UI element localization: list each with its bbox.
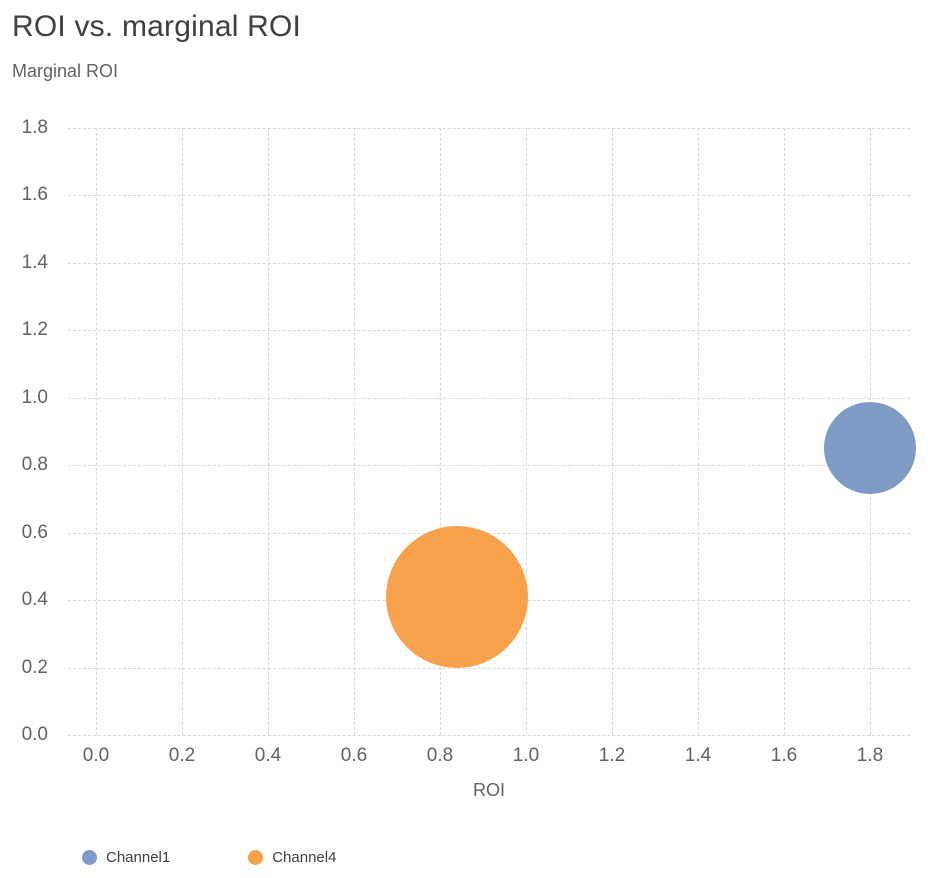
x-tick-label: 1.6: [770, 745, 798, 766]
x-tick-label: 1.2: [598, 745, 626, 766]
y-tick-label: 1.6: [21, 184, 48, 206]
legend-item-Channel1[interactable]: Channel1: [82, 849, 170, 866]
legend: Channel1 Channel4: [82, 849, 336, 866]
x-tick-label: 0.8: [426, 745, 454, 766]
gridline-vertical: [354, 128, 355, 735]
y-tick-label: 0.0: [21, 724, 48, 745]
gridline-horizontal: [68, 667, 910, 669]
gridline-vertical: [612, 128, 613, 735]
gridline-vertical: [784, 128, 785, 735]
legend-label: Channel1: [106, 849, 171, 866]
x-tick-label: 1.0: [512, 745, 540, 766]
plot-area: 0.0 0.2 0.4 0.6 0.8 1.0 1.2 1.4 1.6 1.8 0.0 0.2 0.4 0…: [22, 117, 916, 766]
x-tick-label: 0.6: [340, 745, 368, 766]
bubble-Channel1[interactable]: [824, 402, 916, 495]
legend-dot: [248, 850, 264, 865]
gridline-horizontal: [68, 262, 910, 264]
y-tick-label: 0.6: [21, 521, 48, 543]
y-tick-label: 1.2: [21, 319, 48, 341]
x-tick-label: 1.8: [856, 745, 884, 766]
legend-label: Channel4: [272, 849, 337, 866]
gridline-horizontal: [68, 397, 910, 399]
y-tick-label: 0.8: [21, 454, 48, 476]
gridline-vertical: [268, 128, 269, 735]
y-tick-label: 0.2: [21, 656, 48, 678]
gridline-vertical: [96, 128, 97, 735]
gridline-vertical: [526, 128, 527, 735]
gridline-horizontal: [68, 128, 910, 129]
x-tick-label: 0.2: [168, 745, 196, 766]
y-tick-label: 0.4: [21, 589, 48, 611]
gridline-horizontal: [68, 195, 910, 197]
legend-dot: [82, 850, 97, 865]
y-axis-title: Marginal ROI: [12, 61, 119, 81]
chart-title: ROI vs. marginal ROI: [12, 10, 302, 43]
bubble-Channel4[interactable]: [386, 525, 529, 668]
gridline-horizontal: [68, 330, 910, 332]
x-axis-title: ROI: [472, 780, 505, 800]
legend-item-Channel4[interactable]: Channel4: [248, 849, 336, 866]
x-tick-label: 0.4: [254, 745, 282, 766]
gridline-horizontal: [68, 735, 910, 736]
x-tick-label: 1.4: [684, 745, 712, 766]
y-tick-label: 1.4: [21, 251, 48, 273]
gridline-vertical: [440, 128, 441, 735]
gridline-vertical: [698, 128, 699, 735]
y-tick-label: 1.8: [21, 117, 48, 138]
gridline-vertical: [182, 128, 183, 735]
y-tick-label: 1.0: [21, 386, 48, 408]
gridline-horizontal: [68, 465, 910, 467]
x-tick-label: 0.0: [82, 745, 110, 766]
